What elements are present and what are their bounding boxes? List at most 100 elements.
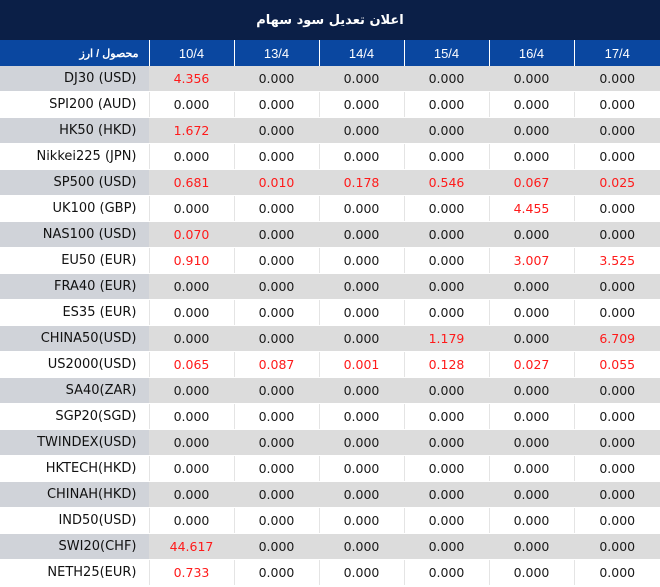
value-cell: 0.000 xyxy=(488,66,574,92)
value-cell: 0.000 xyxy=(488,143,574,170)
value-cell: 0.000 xyxy=(573,507,660,534)
symbol-cell: CHINA50(USD) xyxy=(0,325,149,352)
value-cell: 0.000 xyxy=(403,143,489,170)
value-cell: 0.000 xyxy=(573,117,660,144)
value-cell: 0.000 xyxy=(233,273,319,300)
value-cell: 0.733 xyxy=(148,559,234,586)
table-header-row: محصول / ارز 10/4 13/4 14/4 15/4 16/4 17/… xyxy=(0,40,660,66)
value-cell: 0.000 xyxy=(318,403,404,430)
value-cell: 3.007 xyxy=(488,247,574,274)
value-cell: 0.000 xyxy=(488,559,574,586)
table-row: NETH25(EUR) 0.733 0.000 0.000 0.000 0.000 0.00… xyxy=(0,559,660,586)
value-cell: 0.128 xyxy=(403,351,489,378)
value-cell: 4.455 xyxy=(488,195,574,222)
symbol-cell: Nikkei225 (JPN) xyxy=(0,143,149,170)
value-cell: 0.000 xyxy=(573,429,660,456)
value-cell: 0.000 xyxy=(403,66,489,92)
value-cell: 0.000 xyxy=(148,299,234,326)
value-cell: 0.000 xyxy=(403,455,489,482)
value-cell: 0.000 xyxy=(318,195,404,222)
column-header-date: 14/4 xyxy=(318,40,404,66)
value-cell: 0.000 xyxy=(403,299,489,326)
value-cell: 0.000 xyxy=(318,143,404,170)
value-cell: 0.000 xyxy=(318,325,404,352)
value-cell: 0.000 xyxy=(233,429,319,456)
symbol-cell: US2000(USD) xyxy=(0,351,149,378)
value-cell: 0.000 xyxy=(488,325,574,352)
symbol-cell: HK50 (HKD) xyxy=(0,117,149,144)
symbol-cell: SPI200 (AUD) xyxy=(0,91,149,118)
value-cell: 0.000 xyxy=(488,533,574,560)
column-header-date: 17/4 xyxy=(573,40,660,66)
value-cell: 0.000 xyxy=(403,91,489,118)
column-header-date: 13/4 xyxy=(233,40,319,66)
value-cell: 0.000 xyxy=(573,455,660,482)
value-cell: 0.000 xyxy=(403,403,489,430)
value-cell: 0.681 xyxy=(148,169,234,196)
value-cell: 0.000 xyxy=(488,221,574,248)
value-cell: 0.000 xyxy=(233,533,319,560)
value-cell: 0.000 xyxy=(403,507,489,534)
value-cell: 0.000 xyxy=(573,533,660,560)
value-cell: 0.070 xyxy=(148,221,234,248)
value-cell: 0.000 xyxy=(403,559,489,586)
value-cell: 0.000 xyxy=(488,455,574,482)
value-cell: 0.000 xyxy=(233,507,319,534)
value-cell: 0.000 xyxy=(403,429,489,456)
value-cell: 0.000 xyxy=(488,403,574,430)
value-cell: 44.617 xyxy=(148,533,234,560)
column-header-date: 15/4 xyxy=(403,40,489,66)
value-cell: 0.055 xyxy=(573,351,660,378)
value-cell: 0.000 xyxy=(573,559,660,586)
value-cell: 0.000 xyxy=(148,455,234,482)
value-cell: 0.000 xyxy=(488,377,574,404)
value-cell: 0.000 xyxy=(233,481,319,508)
value-cell: 0.000 xyxy=(318,247,404,274)
value-cell: 0.000 xyxy=(488,91,574,118)
value-cell: 0.027 xyxy=(488,351,574,378)
value-cell: 0.000 xyxy=(403,195,489,222)
value-cell: 0.000 xyxy=(318,533,404,560)
table-row: HKTECH(HKD) 0.000 0.000 0.000 0.000 0.000 0.00… xyxy=(0,455,660,482)
symbol-cell: FRA40 (EUR) xyxy=(0,273,149,300)
value-cell: 0.000 xyxy=(233,247,319,274)
symbol-cell: SP500 (USD) xyxy=(0,169,149,196)
table-row: UK100 (GBP) 0.000 0.000 0.000 0.000 4.455 0.00… xyxy=(0,195,660,222)
value-cell: 0.000 xyxy=(233,403,319,430)
value-cell: 0.000 xyxy=(318,559,404,586)
value-cell: 0.000 xyxy=(573,403,660,430)
value-cell: 0.000 xyxy=(318,455,404,482)
value-cell: 0.000 xyxy=(318,273,404,300)
symbol-cell: IND50(USD) xyxy=(0,507,149,534)
table-row: HK50 (HKD) 1.672 0.000 0.000 0.000 0.000 0.000 xyxy=(0,117,660,144)
value-cell: 0.000 xyxy=(148,429,234,456)
value-cell: 0.000 xyxy=(573,377,660,404)
value-cell: 0.000 xyxy=(318,377,404,404)
value-cell: 0.065 xyxy=(148,351,234,378)
value-cell: 0.000 xyxy=(403,481,489,508)
value-cell: 0.000 xyxy=(403,117,489,144)
value-cell: 0.067 xyxy=(488,169,574,196)
table-row: SPI200 (AUD) 0.000 0.000 0.000 0.000 0.000 0.0… xyxy=(0,91,660,118)
value-cell: 0.000 xyxy=(573,299,660,326)
column-header-product: محصول / ارز xyxy=(0,40,149,66)
dividend-adjustment-table: محصول / ارز 10/4 13/4 14/4 15/4 16/4 17/… xyxy=(0,40,660,586)
symbol-cell: HKTECH(HKD) xyxy=(0,455,149,482)
value-cell: 1.672 xyxy=(148,117,234,144)
value-cell: 0.000 xyxy=(148,325,234,352)
value-cell: 0.000 xyxy=(148,377,234,404)
symbol-cell: ES35 (EUR) xyxy=(0,299,149,326)
table-row: SWI20(CHF) 44.617 0.000 0.000 0.000 0.000 0.00… xyxy=(0,533,660,560)
value-cell: 0.000 xyxy=(573,91,660,118)
value-cell: 0.000 xyxy=(148,481,234,508)
symbol-cell: CHINAH(HKD) xyxy=(0,481,149,508)
symbol-cell: DJ30 (USD) xyxy=(0,66,149,92)
value-cell: 0.000 xyxy=(233,91,319,118)
value-cell: 0.000 xyxy=(573,66,660,92)
value-cell: 0.000 xyxy=(148,91,234,118)
value-cell: 0.000 xyxy=(488,273,574,300)
value-cell: 0.000 xyxy=(233,325,319,352)
value-cell: 0.000 xyxy=(233,66,319,92)
value-cell: 3.525 xyxy=(573,247,660,274)
value-cell: 0.000 xyxy=(573,273,660,300)
